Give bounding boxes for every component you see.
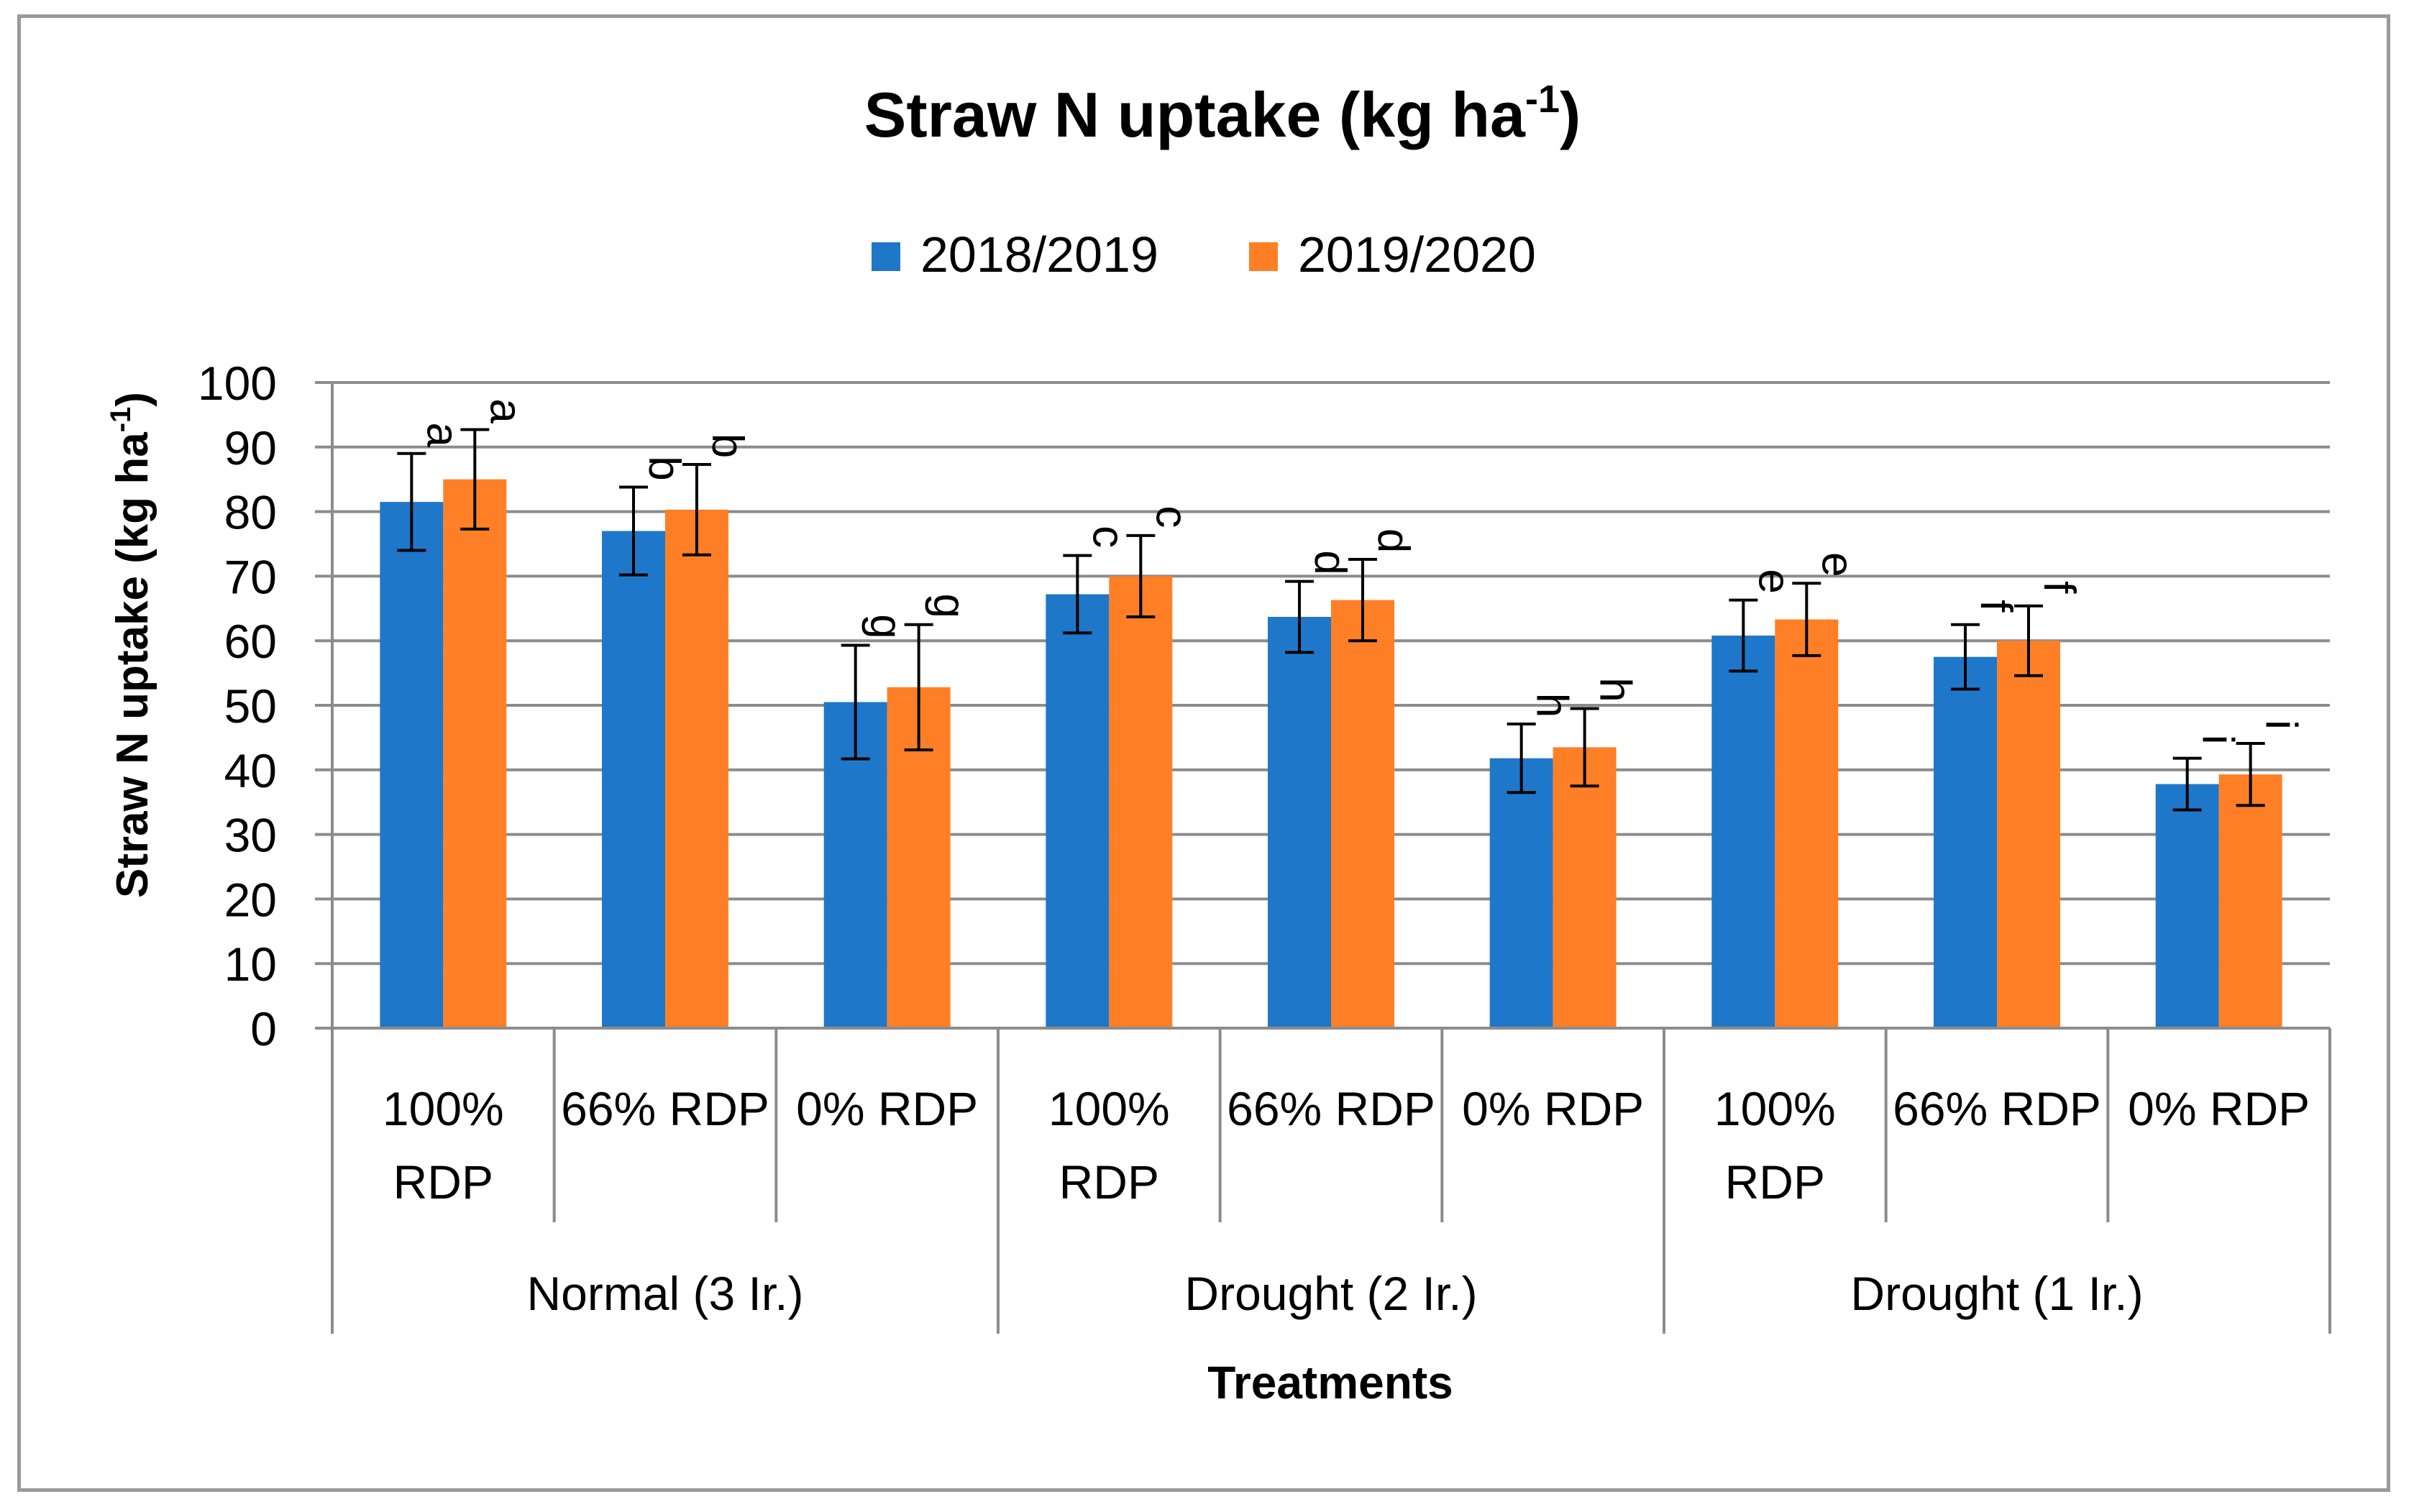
y-tick-label: 60 xyxy=(224,615,277,668)
significance-letter: c xyxy=(1146,505,1196,528)
y-tick-label: 40 xyxy=(224,744,277,797)
bar-2018-2019 xyxy=(1711,636,1775,1028)
bar-2019-2020 xyxy=(1331,600,1394,1028)
y-axis-title-main: Straw N uptake (kg ha xyxy=(108,432,157,898)
significance-letter: a xyxy=(480,398,530,423)
significance-letter: f xyxy=(1971,600,2021,613)
bar-2019-2020 xyxy=(665,509,728,1028)
category-label: 66% RDP xyxy=(561,1082,769,1135)
bar-2019-2020 xyxy=(1109,576,1173,1028)
significance-letter: i xyxy=(2193,735,2243,745)
bar-2018-2019 xyxy=(1268,616,1331,1028)
bars xyxy=(380,479,2282,1028)
y-tick-label: 20 xyxy=(224,873,277,926)
bar-2018-2019 xyxy=(380,502,444,1028)
significance-letter: d xyxy=(1368,528,1418,553)
significance-letter: h xyxy=(1527,693,1577,718)
group-label: Normal (3 Ir.) xyxy=(526,1267,803,1320)
category-label: RDP xyxy=(393,1155,493,1209)
significance-letter: e xyxy=(1749,569,1798,593)
category-label: 66% RDP xyxy=(1227,1082,1435,1135)
category-label: 0% RDP xyxy=(796,1082,978,1135)
category-label: RDP xyxy=(1725,1155,1825,1209)
significance-letter: b xyxy=(703,434,752,458)
y-axis-title-close: ) xyxy=(108,392,157,407)
bar-2018-2019 xyxy=(602,531,665,1028)
significance-letter: e xyxy=(1812,552,1862,577)
chart-title-main: Straw N uptake (kg ha xyxy=(864,79,1526,150)
bar-2019-2020 xyxy=(443,479,507,1028)
y-tick-label: 50 xyxy=(224,679,277,733)
y-axis-ticks: 0 10 20 30 40 50 60 70 80 90 100 xyxy=(198,357,334,1055)
significance-letter: h xyxy=(1591,677,1640,702)
significance-letters: aa bb gg cc dd hh ee ff i i xyxy=(417,398,2305,744)
significance-letter: a xyxy=(417,423,467,448)
error-bars xyxy=(397,428,2265,812)
bar-2019-2020 xyxy=(2218,774,2282,1028)
group-label: Drought (1 Ir.) xyxy=(1850,1267,2143,1320)
significance-letter: f xyxy=(2034,581,2084,594)
bar-2018-2019 xyxy=(1934,656,1997,1028)
legend-label-2018-2019: 2018/2019 xyxy=(920,226,1158,283)
bar-2018-2019 xyxy=(2155,784,2219,1028)
group-label: Drought (2 Ir.) xyxy=(1184,1267,1477,1320)
bar-2019-2020 xyxy=(1775,619,1839,1028)
category-label: 100% xyxy=(1714,1082,1836,1135)
y-axis-title-superscript: -1 xyxy=(105,407,137,433)
y-tick-label: 90 xyxy=(224,421,277,475)
y-tick-label: 10 xyxy=(224,938,277,991)
y-tick-label: 0 xyxy=(250,1002,277,1055)
significance-letter: g xyxy=(861,614,911,638)
category-label: 100% xyxy=(1048,1082,1170,1135)
x-axis-title: Treatments xyxy=(1207,1357,1453,1408)
category-label: 100% xyxy=(383,1082,504,1135)
legend-swatch-2019-2020 xyxy=(1249,242,1278,271)
legend-swatch-2018-2019 xyxy=(872,242,900,271)
significance-letter: c xyxy=(1083,526,1133,548)
bar-2019-2020 xyxy=(1997,641,2060,1028)
y-axis-title: Straw N uptake (kg ha-1) xyxy=(105,392,157,898)
bar-2018-2019 xyxy=(1489,758,1553,1028)
legend: 2018/2019 2019/2020 xyxy=(872,226,1536,283)
y-tick-label: 100 xyxy=(198,357,277,410)
category-label: 66% RDP xyxy=(1893,1082,2101,1135)
legend-label-2019-2020: 2019/2020 xyxy=(1298,226,1536,283)
y-tick-label: 30 xyxy=(224,809,277,862)
category-label: RDP xyxy=(1059,1155,1159,1209)
significance-letter: g xyxy=(925,594,974,618)
category-label: 0% RDP xyxy=(2128,1082,2310,1135)
chart-title: Straw N uptake (kg ha-1) xyxy=(864,78,1581,150)
bar-2018-2019 xyxy=(1046,594,1110,1028)
significance-letter: b xyxy=(639,456,689,480)
category-label: 0% RDP xyxy=(1462,1082,1644,1135)
significance-letter: i xyxy=(2257,720,2306,730)
chart-title-close: ) xyxy=(1560,79,1581,150)
y-tick-label: 80 xyxy=(224,486,277,539)
bar-2019-2020 xyxy=(1553,747,1617,1028)
significance-letter: d xyxy=(1305,550,1355,574)
y-tick-label: 70 xyxy=(224,550,277,603)
chart-title-superscript: -1 xyxy=(1525,78,1560,121)
x-axis: 100% RDP 66% RDP 0% RDP Normal (3 Ir.) 100% RD… xyxy=(331,1027,2331,1334)
